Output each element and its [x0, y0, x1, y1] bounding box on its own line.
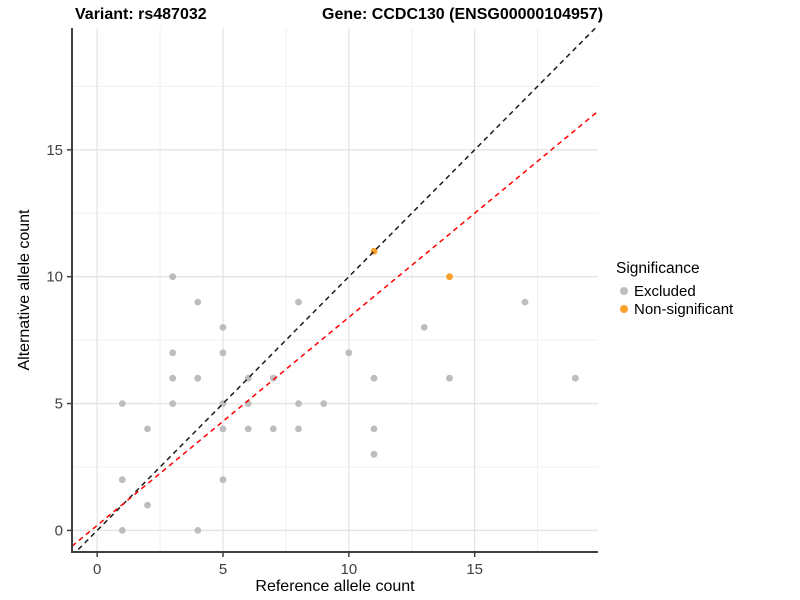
data-point-excluded	[118, 400, 126, 407]
y-tick-label: 10	[46, 269, 63, 286]
data-point-excluded	[219, 425, 227, 433]
data-point-excluded	[521, 298, 529, 306]
y-tick-label: 15	[46, 142, 63, 159]
legend-title: Significance	[616, 260, 700, 277]
data-point-excluded	[295, 298, 302, 306]
legend-item-label: Excluded	[634, 282, 696, 300]
data-point-excluded	[219, 476, 227, 484]
x-tick-label: 15	[466, 561, 483, 578]
x-tick-label: 0	[93, 561, 101, 578]
data-point-excluded	[370, 425, 378, 433]
non-significant-point-icon	[620, 305, 628, 313]
data-point-excluded	[144, 501, 151, 509]
legend-item-excluded: Excluded	[616, 282, 733, 300]
data-point-excluded	[219, 349, 227, 357]
data-point-excluded	[219, 324, 227, 331]
data-point-non-significant	[446, 273, 453, 281]
data-point-excluded	[320, 400, 328, 407]
y-tick-label: 0	[55, 522, 63, 539]
data-point-excluded	[269, 374, 277, 382]
excluded-point-icon	[620, 287, 628, 295]
data-point-excluded	[295, 425, 302, 433]
data-point-excluded	[269, 425, 277, 433]
data-point-excluded	[420, 324, 428, 331]
y-axis-title: Alternative allele count	[16, 209, 33, 371]
data-point-excluded	[571, 374, 579, 382]
data-point-excluded	[370, 450, 378, 458]
fit-line	[72, 110, 598, 547]
data-point-excluded	[194, 374, 202, 382]
legend: Significance Excluded Non-significant	[616, 260, 733, 318]
x-tick-label: 5	[219, 561, 227, 578]
identity-line	[74, 28, 597, 552]
data-point-excluded	[118, 527, 126, 534]
data-point-excluded	[169, 400, 177, 407]
legend-item-non-significant: Non-significant	[616, 300, 733, 318]
data-point-excluded	[194, 527, 202, 534]
data-point-excluded	[169, 349, 177, 357]
data-point-excluded	[446, 374, 453, 382]
variant-title: Variant: rs487032	[75, 6, 207, 23]
data-point-excluded	[244, 425, 252, 433]
x-axis-title: Reference allele count	[255, 578, 415, 595]
data-point-excluded	[169, 273, 177, 281]
data-point-excluded	[295, 400, 302, 407]
x-tick-label: 10	[340, 561, 357, 578]
legend-item-label: Non-significant	[634, 300, 734, 318]
data-point-excluded	[118, 476, 126, 484]
data-point-excluded	[194, 298, 202, 306]
data-point-excluded	[144, 425, 151, 433]
data-point-excluded	[345, 349, 353, 357]
gene-title: Gene: CCDC130 (ENSG00000104957)	[322, 6, 604, 23]
data-point-excluded	[370, 374, 378, 382]
y-tick-label: 5	[55, 396, 63, 413]
data-point-excluded	[169, 374, 177, 382]
